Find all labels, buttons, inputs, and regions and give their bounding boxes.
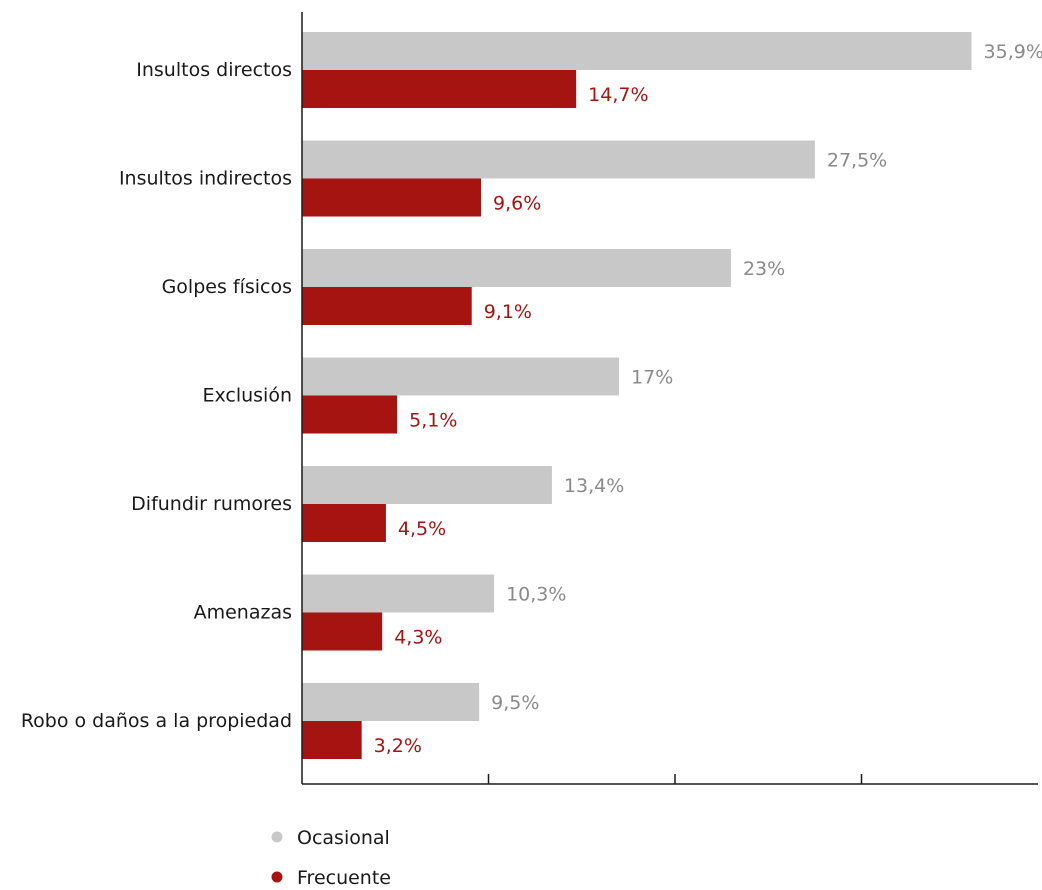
bar-frecuente bbox=[302, 721, 362, 759]
bar-frecuente bbox=[302, 612, 383, 651]
value-label-ocasional: 27,5% bbox=[827, 150, 887, 172]
value-label-ocasional: 23% bbox=[743, 258, 785, 280]
category-label: Exclusión bbox=[202, 385, 292, 407]
bar-ocasional bbox=[302, 574, 495, 613]
value-label-ocasional: 9,5% bbox=[491, 692, 539, 714]
value-label-ocasional: 17% bbox=[631, 367, 673, 389]
bar-ocasional bbox=[302, 140, 815, 179]
legend-swatch-frecuente bbox=[271, 871, 283, 883]
bar-ocasional bbox=[302, 466, 552, 504]
bars-layer bbox=[302, 32, 972, 759]
legend-swatch-ocasional bbox=[271, 831, 283, 843]
labels-layer: Insultos directos 35,9% 14,7% Insultos indi… bbox=[21, 41, 1042, 757]
bar-ocasional bbox=[302, 357, 620, 396]
bar-frecuente bbox=[302, 287, 472, 325]
legend-label-ocasional: Ocasional bbox=[297, 827, 390, 849]
value-label-ocasional: 35,9% bbox=[984, 41, 1042, 63]
value-label-frecuente: 4,3% bbox=[394, 627, 442, 649]
category-label: Amenazas bbox=[194, 602, 292, 624]
bar-frecuente bbox=[302, 504, 386, 542]
value-label-ocasional: 13,4% bbox=[564, 475, 624, 497]
value-label-frecuente: 9,6% bbox=[493, 193, 541, 215]
category-label: Golpes físicos bbox=[162, 276, 292, 298]
value-label-ocasional: 10,3% bbox=[506, 584, 566, 606]
category-label: Insultos indirectos bbox=[119, 168, 292, 190]
bar-ocasional bbox=[302, 32, 972, 70]
legend: Ocasional Frecuente bbox=[271, 827, 391, 889]
axis-layer bbox=[301, 12, 1038, 785]
bar-frecuente bbox=[302, 395, 398, 434]
legend-label-frecuente: Frecuente bbox=[297, 867, 391, 886]
bar-frecuente bbox=[302, 70, 577, 108]
value-label-frecuente: 4,5% bbox=[398, 518, 446, 540]
value-label-frecuente: 9,1% bbox=[484, 301, 532, 323]
bar-ocasional bbox=[302, 683, 480, 721]
bar-frecuente bbox=[302, 178, 482, 217]
value-label-frecuente: 14,7% bbox=[588, 84, 648, 106]
category-label: Robo o daños a la propiedad bbox=[21, 710, 292, 732]
category-label: Insultos directos bbox=[136, 59, 292, 81]
category-label: Difundir rumores bbox=[131, 493, 292, 515]
bar-ocasional bbox=[302, 249, 731, 287]
value-label-frecuente: 5,1% bbox=[409, 410, 457, 432]
value-label-frecuente: 3,2% bbox=[374, 735, 422, 757]
